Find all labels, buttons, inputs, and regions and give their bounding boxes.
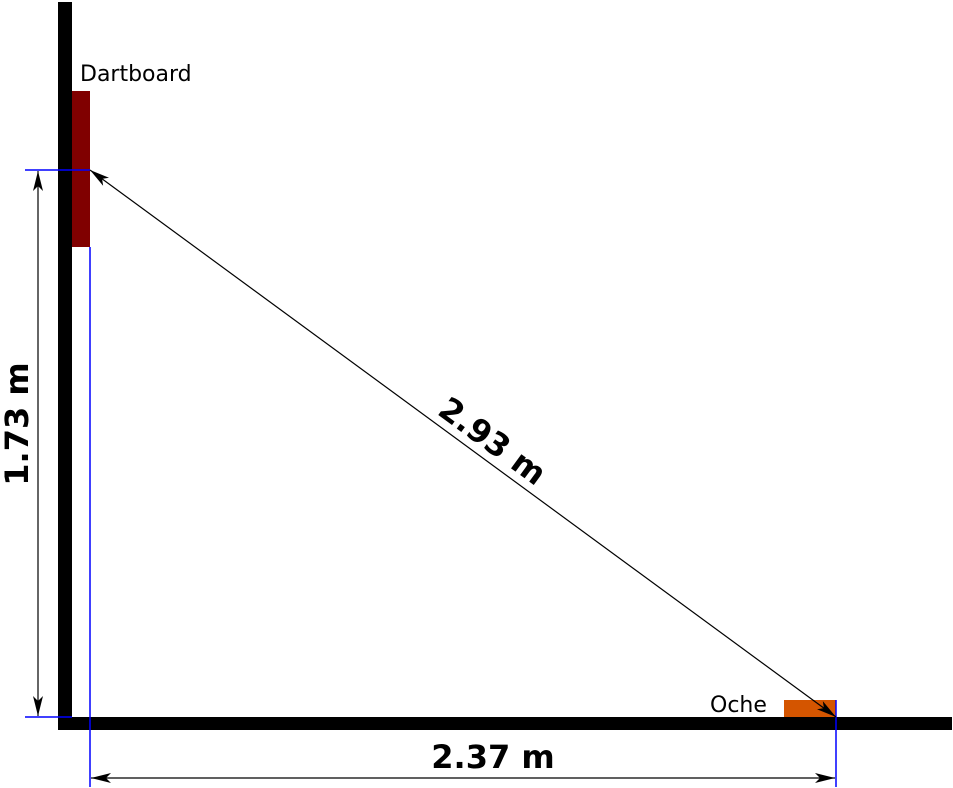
oche-label: Oche xyxy=(710,693,767,718)
dartboard xyxy=(72,91,90,247)
oche xyxy=(784,700,836,717)
diagonal-dimension-label: 2.93 m xyxy=(431,389,553,493)
diagonal-arrow xyxy=(89,169,837,718)
height-dimension-label: 1.73 m xyxy=(0,362,36,485)
distance-dimension-label: 2.37 m xyxy=(431,738,554,776)
floor xyxy=(58,717,952,730)
dartboard-label: Dartboard xyxy=(80,62,192,87)
wall xyxy=(58,2,72,730)
